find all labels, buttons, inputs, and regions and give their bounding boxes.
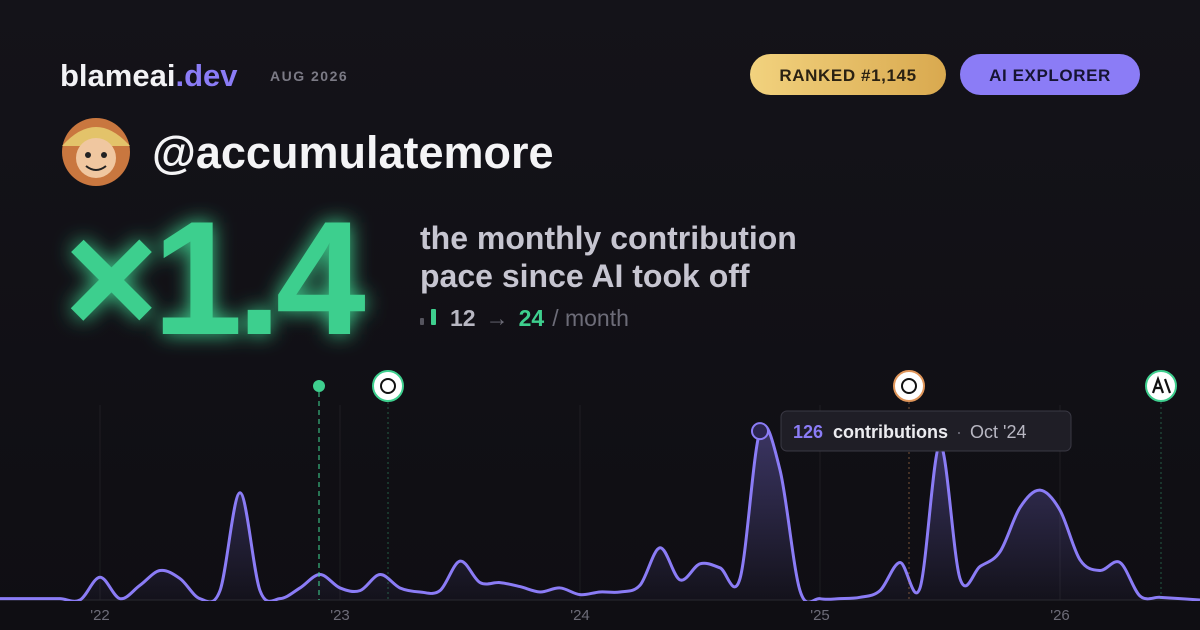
pace-after: 24 [519,305,545,331]
x-tick-label: '25 [810,607,830,624]
x-tick-label: '23 [330,607,350,624]
username: @accumulatemore [152,127,554,178]
rank-text: RANKED #1,145 [779,66,916,85]
pace-icon [420,318,424,325]
tooltip-label: contributions [833,422,948,442]
multiplier: ×1.4 [64,188,366,369]
avatar [62,118,130,186]
chart: '22 '23 '24 '25 '26 [0,405,1200,624]
pace-unit: / month [552,305,629,331]
tooltip: 126 contributions · Oct '24 [780,410,1072,452]
line [0,424,1200,601]
tooltip-date: Oct '24 [970,422,1026,442]
pace: 12 → 24 / month [450,305,629,331]
tier-badge [960,54,1140,95]
pace-icon [431,309,436,325]
caption-line: the monthly contribution [420,220,797,256]
date: AUG 2026 [270,68,348,84]
x-tick-label: '24 [570,607,590,624]
caption-line: pace since AI took off [420,258,750,294]
pace-arrow: → [486,305,509,331]
x-tick-label: '26 [1050,607,1070,624]
brand-tld: .dev [175,58,238,93]
rank-badge [750,54,946,95]
tooltip-value: 126 [793,422,823,442]
brand: blameai.dev [60,58,238,93]
event-markers [313,370,1177,600]
area [0,425,1200,601]
x-tick-label: '22 [90,607,110,624]
peak-point [751,422,769,441]
tier-text: AI EXPLORER [989,66,1111,85]
tooltip-box [780,410,1072,452]
brand-name: blameai [60,58,175,93]
tooltip-separator: · [956,422,962,442]
tooltip-text: 126 contributions · Oct '24 [793,422,1027,442]
pace-before: 12 [450,305,476,331]
